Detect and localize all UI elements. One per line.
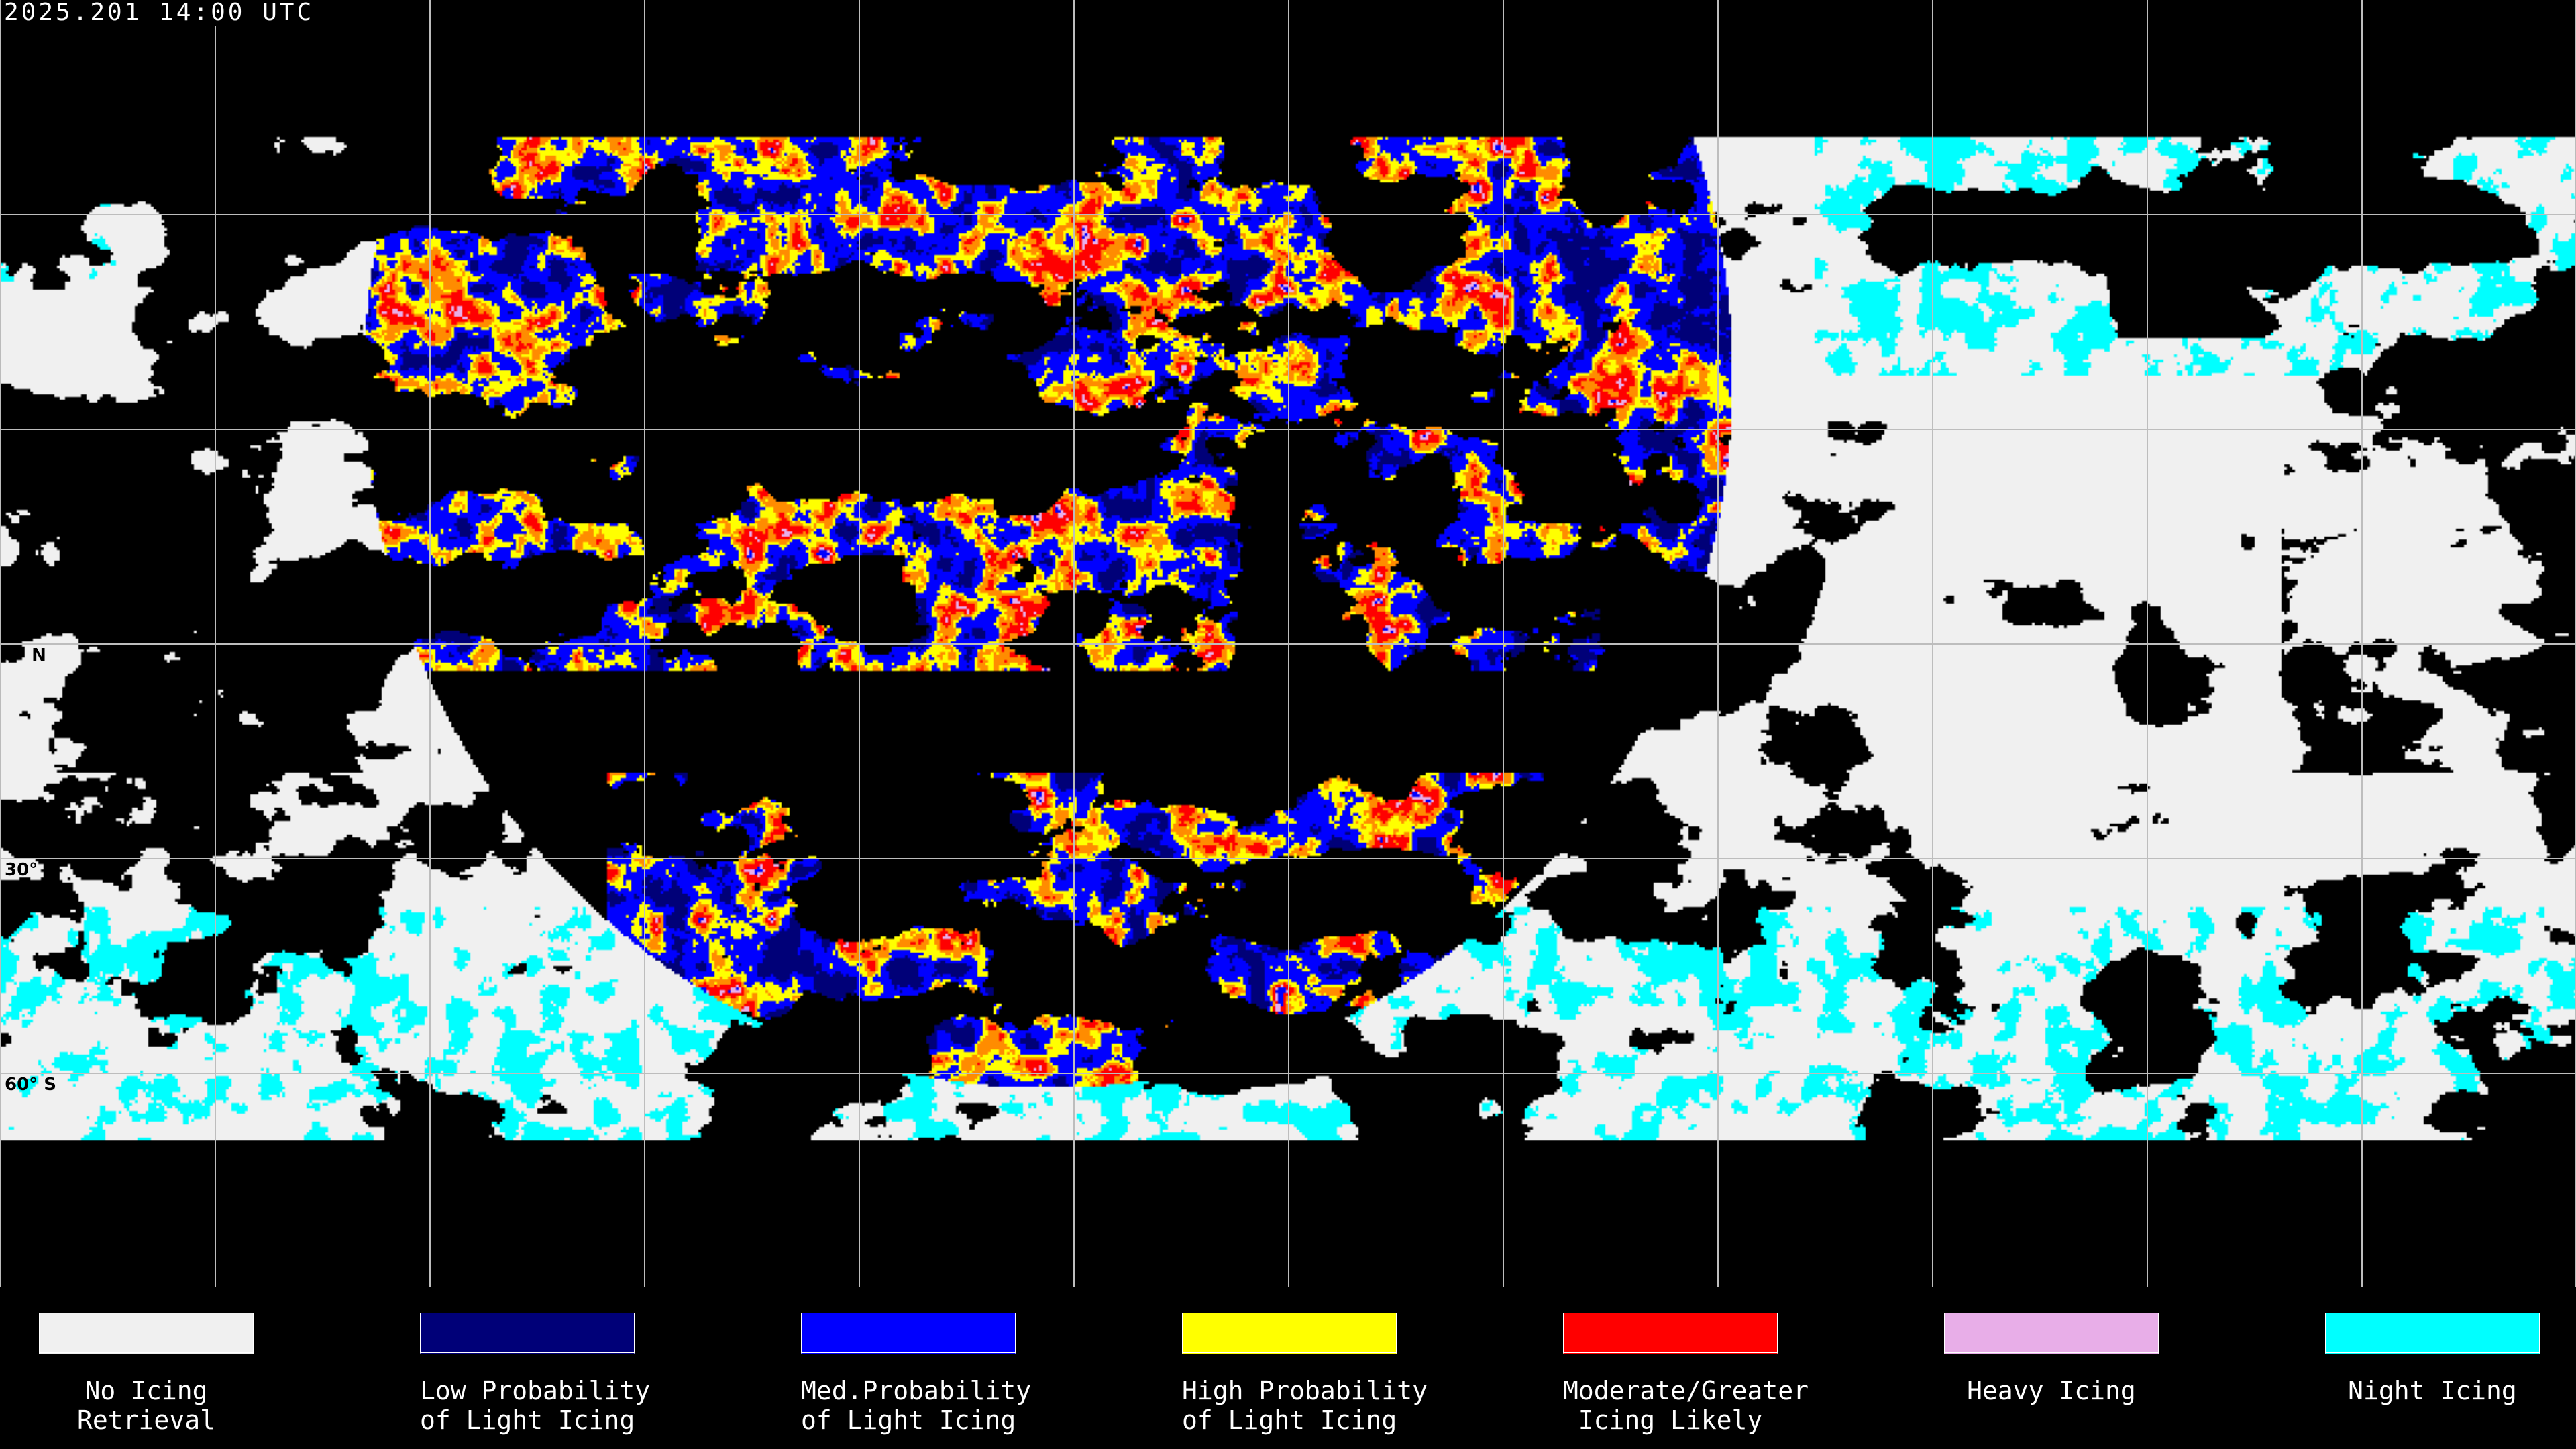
legend-swatch bbox=[39, 1313, 254, 1354]
legend-label-2: of Light Icing bbox=[801, 1405, 1016, 1435]
legend-swatch bbox=[1182, 1313, 1397, 1354]
lat-label-0: 0° N bbox=[5, 645, 46, 665]
legend-item-heavy-icing: Heavy Icing bbox=[1944, 1313, 2159, 1405]
legend-label-1: Low Probability bbox=[420, 1376, 651, 1405]
lat-label-30n: 30° N bbox=[5, 431, 58, 451]
parallel-line bbox=[1, 858, 2575, 859]
legend-swatch bbox=[801, 1313, 1016, 1354]
legend-label-1: No Icing bbox=[85, 1376, 208, 1405]
timestamp-title: 2025.201 14:00 UTC bbox=[4, 0, 317, 26]
legend-label-2: of Light Icing bbox=[1182, 1405, 1397, 1435]
legend-item-night-icing: Night Icing bbox=[2325, 1313, 2540, 1405]
legend-label-2: Retrieval bbox=[77, 1405, 215, 1435]
legend-swatch bbox=[1563, 1313, 1778, 1354]
lat-label-30s: 30° S bbox=[5, 860, 56, 880]
legend-swatch bbox=[420, 1313, 635, 1354]
legend-label-1: Med.Probability bbox=[801, 1376, 1032, 1405]
legend-item-no-icing: No Icing Retrieval bbox=[39, 1313, 254, 1435]
legend-swatch bbox=[1944, 1313, 2159, 1354]
lat-label-60n: 60° N bbox=[5, 216, 58, 236]
legend-label-2: Icing Likely bbox=[1578, 1405, 1763, 1435]
legend-item-med-probability: Med.Probability of Light Icing bbox=[801, 1313, 1032, 1435]
legend-item-low-probability: Low Probability of Light Icing bbox=[420, 1313, 651, 1435]
parallel-line bbox=[1, 429, 2575, 430]
legend-label-1: Night Icing bbox=[2348, 1376, 2517, 1405]
legend-label-1: Heavy Icing bbox=[1967, 1376, 2136, 1405]
parallel-line bbox=[1, 1073, 2575, 1074]
legend-item-moderate-greater: Moderate/Greater Icing Likely bbox=[1563, 1313, 1809, 1435]
legend-swatch bbox=[2325, 1313, 2540, 1354]
legend-label-2: of Light Icing bbox=[420, 1405, 635, 1435]
icing-map: 60° N 30° N 0° N 30° S 60° S 2025.201 14… bbox=[0, 0, 2576, 1287]
parallel-line bbox=[1, 214, 2575, 215]
lat-label-60s: 60° S bbox=[5, 1075, 56, 1095]
legend-label-1: Moderate/Greater bbox=[1563, 1376, 1809, 1405]
legend-item-high-probability: High Probability of Light Icing bbox=[1182, 1313, 1428, 1435]
parallel-line bbox=[1, 643, 2575, 645]
legend-label-1: High Probability bbox=[1182, 1376, 1428, 1405]
